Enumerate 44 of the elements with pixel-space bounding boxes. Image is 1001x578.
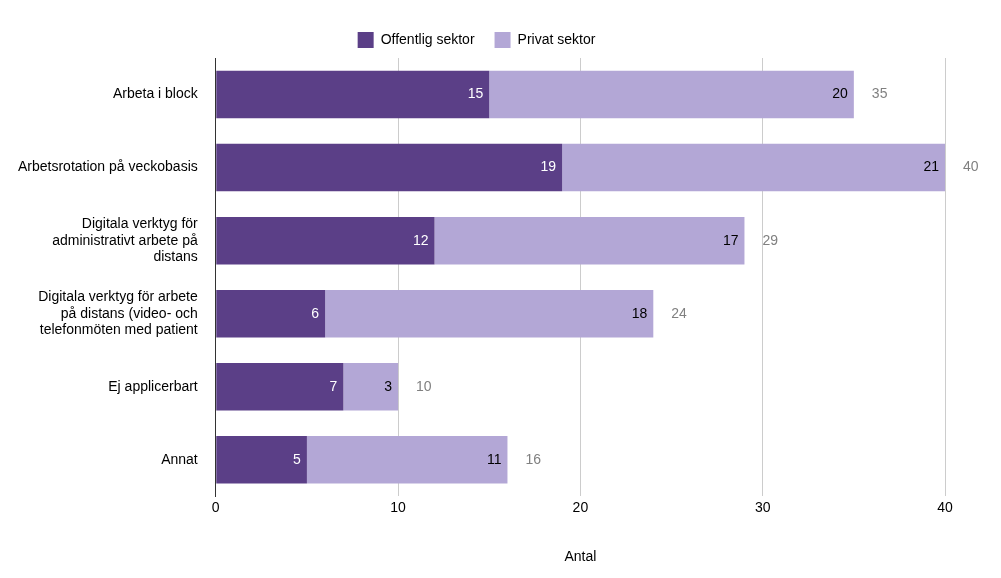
x-tick-label: 20 [572, 498, 589, 515]
x-axis-title: Antal [564, 548, 597, 565]
total-label: 40 [963, 158, 979, 175]
bar [216, 216, 435, 265]
data-label: 7 [329, 377, 338, 394]
bar [343, 363, 399, 411]
y-tick-label: Digitala verktyg för administrativt arbete på distans [52, 214, 199, 265]
x-tick-label: 0 [211, 498, 220, 515]
legend-label: Offentlig sektor [380, 30, 475, 47]
bar [216, 289, 326, 338]
data-label: 12 [412, 231, 429, 248]
data-label: 6 [311, 304, 320, 321]
bar [216, 143, 563, 192]
total-label: 16 [525, 450, 542, 467]
data-label: 3 [384, 377, 393, 394]
y-tick-label: Annat [161, 450, 198, 467]
total-label: 35 [871, 85, 888, 102]
bar [562, 143, 945, 192]
data-label: 20 [832, 85, 849, 102]
legend-label: Privat sektor [517, 30, 596, 47]
bar [489, 70, 854, 119]
data-label: 11 [486, 450, 502, 467]
y-tick-label: Ej applicerbart [108, 377, 198, 394]
data-label: 15 [467, 85, 484, 102]
total-label: 24 [671, 304, 688, 321]
data-label: 18 [631, 304, 648, 321]
x-tick-label: 30 [754, 498, 771, 515]
y-tick-label: Digitala verktyg för arbete på distans (video- och telefonmöten med patient [38, 287, 198, 338]
bar [325, 289, 654, 338]
bar [216, 70, 490, 119]
bar [216, 363, 344, 411]
data-label: 19 [540, 158, 557, 175]
total-label: 29 [762, 231, 779, 248]
data-label: 17 [722, 231, 739, 248]
data-label: 21 [923, 158, 940, 175]
bar [306, 436, 508, 484]
bar [216, 436, 307, 484]
y-tick-label: Arbetsrotation på veckobasis [18, 158, 198, 175]
data-label: 5 [293, 450, 302, 467]
bar [434, 216, 745, 265]
total-label: 10 [416, 377, 432, 394]
y-tick-label: Arbeta i block [112, 85, 199, 102]
x-tick-label: 10 [390, 498, 407, 515]
x-tick-label: 40 [937, 498, 953, 515]
